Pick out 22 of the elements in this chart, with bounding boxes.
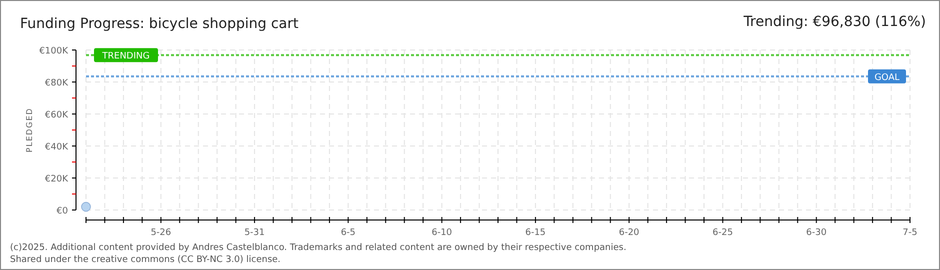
chart-subtitle: Trending: €96,830 (116%) bbox=[742, 14, 926, 30]
y-tick-label: €20K bbox=[44, 174, 70, 184]
y-tick-label: €40K bbox=[44, 142, 70, 152]
x-tick-label: 6-20 bbox=[618, 228, 640, 238]
x-tick-label: 5-26 bbox=[150, 228, 172, 238]
x-tick-label: 6-25 bbox=[712, 228, 733, 238]
y-tick-label: €60K bbox=[44, 110, 70, 120]
x-tick-label: 5-31 bbox=[244, 228, 265, 238]
ref-line-label: GOAL bbox=[874, 72, 900, 83]
chart-title: Funding Progress: bicycle shopping cart bbox=[20, 16, 299, 32]
x-tick-label: 6-10 bbox=[432, 228, 452, 238]
text: Shared under the creative commons (CC BY-NC 3.0) license. bbox=[10, 255, 281, 265]
y-tick-label: €100K bbox=[39, 46, 70, 56]
ref-line-label: TRENDING bbox=[101, 52, 150, 62]
x-tick-label: 6-5 bbox=[340, 228, 356, 238]
text: (c)2025. Additional content provided by Andres Castelblanco. Trademarks and related content are owned by their respective companies. bbox=[10, 243, 626, 253]
y-axis-title: PLEDGED bbox=[25, 108, 34, 152]
y-tick-label: €80K bbox=[44, 78, 70, 88]
x-tick-label: 7-5 bbox=[902, 228, 918, 238]
x-tick-label: 6-30 bbox=[806, 228, 827, 238]
y-tick-label: €0 bbox=[56, 206, 68, 216]
x-tick-label: 6-15 bbox=[525, 228, 546, 238]
